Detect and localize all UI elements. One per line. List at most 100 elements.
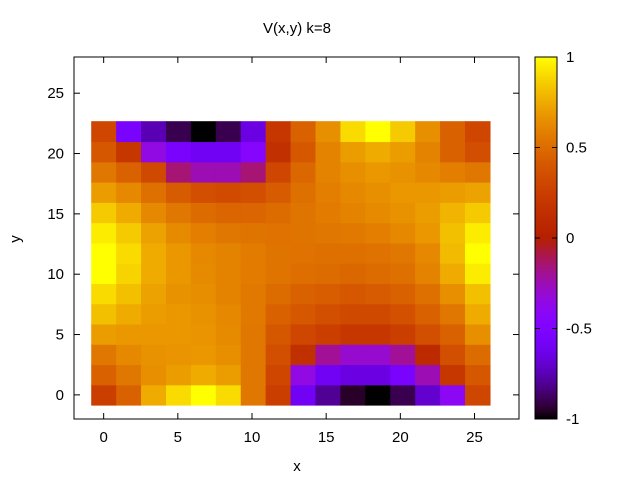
heatmap-cell: [290, 344, 317, 366]
heatmap-cells: [91, 121, 491, 406]
heatmap-cell: [141, 364, 167, 386]
heatmap-cell: [390, 263, 416, 284]
heatmap-cell: [465, 384, 491, 406]
colorbar-tick-label: 1: [566, 49, 574, 66]
heatmap-cell: [91, 161, 117, 183]
heatmap-cell: [165, 222, 192, 244]
heatmap-cell: [465, 202, 491, 224]
heatmap-cell: [116, 222, 142, 244]
heatmap-cell: [440, 182, 466, 203]
x-tick-label: 20: [392, 429, 409, 446]
heatmap-cell: [141, 222, 167, 244]
heatmap-cell: [265, 222, 292, 244]
heatmap-cell: [440, 344, 466, 366]
heatmap-cell: [141, 141, 167, 163]
heatmap-cell: [141, 384, 167, 406]
heatmap-cell: [165, 242, 192, 264]
heatmap-cell: [290, 323, 317, 345]
heatmap-cell: [165, 303, 192, 325]
heatmap-cell: [440, 263, 466, 284]
heatmap-cell: [365, 202, 391, 224]
heatmap-cell: [415, 384, 441, 406]
heatmap-cell: [290, 202, 317, 224]
heatmap-cell: [340, 141, 366, 163]
heatmap-cell: [390, 344, 416, 366]
heatmap-cell: [141, 263, 167, 284]
heatmap-cell: [190, 222, 217, 244]
heatmap-cell: [365, 182, 391, 203]
heatmap-cell: [240, 121, 267, 143]
heatmap-cell: [290, 242, 317, 264]
heatmap-cell: [165, 202, 192, 224]
heatmap-cell: [465, 242, 491, 264]
heatmap-cell: [116, 283, 142, 305]
heatmap-cell: [116, 121, 142, 143]
heatmap-cell: [415, 202, 441, 224]
heatmap-cell: [465, 263, 491, 284]
heatmap-cell: [290, 182, 317, 203]
heatmap-cell: [165, 283, 192, 305]
heatmap-cell: [440, 202, 466, 224]
heatmap-cell: [141, 202, 167, 224]
heatmap-cell: [91, 283, 117, 305]
heatmap-cell: [340, 222, 366, 244]
heatmap-cell: [390, 182, 416, 203]
heatmap-cell: [91, 323, 117, 345]
heatmap-cell: [116, 141, 142, 163]
heatmap-cell: [315, 283, 342, 305]
heatmap-cell: [365, 263, 391, 284]
y-axis-label: y: [7, 235, 24, 243]
heatmap-cell: [240, 182, 267, 203]
heatmap-cell: [290, 141, 317, 163]
heatmap-cell: [390, 141, 416, 163]
heatmap-cell: [440, 161, 466, 183]
heatmap-cell: [141, 161, 167, 183]
heatmap-cell: [440, 303, 466, 325]
heatmap-cell: [415, 121, 441, 143]
heatmap-cell: [91, 384, 117, 406]
heatmap-cell: [116, 364, 142, 386]
heatmap-cell: [340, 283, 366, 305]
heatmap-cell: [215, 161, 242, 183]
heatmap-cell: [390, 364, 416, 386]
heatmap-cell: [240, 161, 267, 183]
heatmap-cell: [365, 141, 391, 163]
colorbar-tick-label: -1: [566, 411, 579, 428]
heatmap-cell: [390, 202, 416, 224]
heatmap-cell: [390, 161, 416, 183]
heatmap-cell: [190, 242, 217, 264]
heatmap-cell: [340, 182, 366, 203]
heatmap-cell: [465, 283, 491, 305]
heatmap-cell: [141, 182, 167, 203]
heatmap-cell: [465, 364, 491, 386]
heatmap-cell: [415, 141, 441, 163]
heatmap-cell: [141, 323, 167, 345]
heatmap-cell: [141, 344, 167, 366]
heatmap-cell: [91, 242, 117, 264]
heatmap-cell: [440, 323, 466, 345]
heatmap-cell: [265, 141, 292, 163]
heatmap-cell: [365, 303, 391, 325]
colorbar-tick-label: -0.5: [566, 321, 592, 338]
heatmap-cell: [290, 303, 317, 325]
heatmap-cell: [465, 141, 491, 163]
heatmap-cell: [415, 344, 441, 366]
heatmap-cell: [165, 161, 192, 183]
heatmap-cell: [340, 303, 366, 325]
heatmap-cell: [290, 222, 317, 244]
heatmap-cell: [440, 283, 466, 305]
x-tick-label: 0: [99, 429, 107, 446]
heatmap-cell: [465, 303, 491, 325]
heatmap-cell: [116, 202, 142, 224]
heatmap-cell: [265, 364, 292, 386]
y-axis: 0 5 10 15 20 25: [47, 85, 519, 404]
x-tick-label: 5: [174, 429, 182, 446]
heatmap-cell: [91, 364, 117, 386]
heatmap-cell: [215, 141, 242, 163]
heatmap-cell: [340, 242, 366, 264]
heatmap-cell: [116, 323, 142, 345]
heatmap-cell: [190, 323, 217, 345]
heatmap-cell: [465, 323, 491, 345]
heatmap-cell: [215, 344, 242, 366]
heatmap-cell: [165, 323, 192, 345]
